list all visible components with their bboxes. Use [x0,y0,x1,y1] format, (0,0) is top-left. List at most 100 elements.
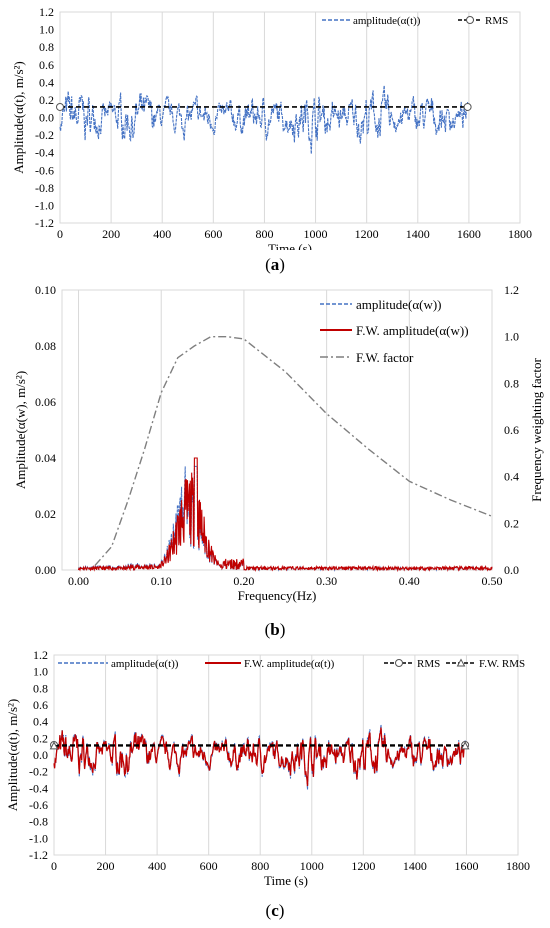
caption-a: (a) [265,255,285,274]
series-line [77,457,493,573]
legend-label: F.W. RMS [479,658,525,670]
y-tick-label: 1.0 [39,23,54,37]
y-tick-label: 0.8 [33,681,48,695]
caption-b: (b) [264,620,286,639]
y-tick-label: 0.04 [35,451,56,465]
series-line [59,85,469,154]
y-tick-label: -0.2 [29,765,48,779]
y-tick-label: -1.0 [29,831,48,845]
y-tick-label: 1.0 [33,665,48,679]
legend-label: F.W. factor [356,350,414,365]
y-tick-label: 0.10 [35,283,56,297]
x-tick-label: 400 [153,227,171,241]
x-tick-label: 0.00 [68,574,89,588]
rms-marker [56,102,64,111]
y-tick-label: 0.6 [39,58,54,72]
x-tick-label: 600 [204,227,222,241]
x-tick-label: 1600 [457,227,481,241]
rms-marker [49,741,59,750]
y-tick-label: 0.4 [39,75,54,89]
x-tick-label: 800 [255,227,273,241]
legend-label: RMS [485,15,508,27]
y-tick-label: -0.2 [35,128,54,142]
plot-frame [59,11,521,224]
caption-c: (c) [265,901,285,920]
x-tick-label: 600 [200,859,218,873]
y-tick-label: 1.2 [39,5,54,19]
y-tick-label: -1.0 [35,198,54,212]
y-tick-label: 0.06 [35,395,56,409]
chart-b: 0.00 0.02 0.04 0.06 0.08 0.10 0.0 0.2 0.4 0.6 0.8 1… [13,283,544,603]
x-tick-label: 400 [148,859,166,873]
series-line [53,727,466,787]
y-tick-label: -0.4 [29,781,48,795]
x-tick-label: 1000 [304,227,328,241]
y-axis-title: Amplitude(α(t), m/s²) [11,61,26,174]
legend-marker [466,16,474,24]
series-line [78,465,493,572]
x-tick-label: 200 [102,227,120,241]
legend-label: RMS [417,658,440,670]
y-tick-label: 0.0 [39,111,54,125]
x-tick-label: 1400 [406,227,430,241]
chart-a: -1.2 -1.0 -0.8 -0.6 -0.4 -0.2 0.0 0.2 0.4 0.6 0.8 1… [11,5,532,250]
x-tick-label: 800 [251,859,269,873]
y-tick-label: 0.4 [33,715,48,729]
x-tick-label: 1400 [403,859,427,873]
x-tick-label: 1800 [508,227,532,241]
y-tick-label: 1.2 [33,648,48,662]
fw-factor-line [94,336,493,566]
y-tick-label: 0.00 [35,563,56,577]
legend-label: amplitude(α(w)) [356,297,442,312]
chart-c: -1.2 -1.0 -0.8 -0.6 -0.4 -0.2 0.0 0.2 0.4 0.6 0.8 1… [5,648,530,888]
y-tick-label: -1.2 [35,216,54,230]
x-axis-title: Frequency(Hz) [238,588,317,603]
y-tick-label: 0.8 [39,40,54,54]
y2-tick-label: 1.2 [504,283,519,297]
y-tick-label: 0.02 [35,507,56,521]
x-tick-label: 1600 [454,859,478,873]
y2-tick-label: 0.2 [504,516,519,530]
legend-label: F.W. amplitude(α(w)) [356,323,469,338]
y-tick-label: 0.2 [39,93,54,107]
x-tick-label: 0 [57,227,63,241]
y-tick-label: -0.6 [35,163,54,177]
y-tick-label: 0.2 [33,731,48,745]
plot-frame [61,289,493,571]
y-tick-label: 0.08 [35,339,56,353]
y2-tick-label: 1.0 [504,330,519,344]
legend-marker [456,658,466,667]
y2-tick-label: 0.0 [504,563,519,577]
legend-label: amplitude(α(t)) [111,658,179,670]
y-tick-label: -0.6 [29,798,48,812]
plot-frame [53,654,519,856]
x-tick-label: 1200 [351,859,375,873]
y-tick-label: -0.4 [35,146,54,160]
legend-label: amplitude(α(t)) [353,15,421,27]
legend-label: F.W. amplitude(α(t)) [244,658,335,670]
x-tick-label: 1000 [300,859,324,873]
x-tick-label: 0.10 [151,574,172,588]
x-tick-label: 0.30 [316,574,337,588]
x-axis-title: Time (s) [264,873,308,888]
y-tick-label: -1.2 [29,848,48,862]
legend-marker [395,659,403,667]
x-tick-label: 200 [97,859,115,873]
y2-tick-label: 0.8 [504,376,519,390]
y-tick-label: -0.8 [29,815,48,829]
x-tick-label: 0.50 [482,574,503,588]
y-axis-title: Amplitude(α(t), m/s²) [5,699,20,812]
x-tick-label: 0.20 [233,574,254,588]
rms-marker [460,741,470,750]
y-tick-label: -0.8 [35,181,54,195]
y-tick-label: 0.0 [33,748,48,762]
x-axis-title: Time (s) [268,241,312,250]
y-axis-title: Amplitude(α(w), m/s²) [13,371,28,489]
x-tick-label: 0 [51,859,57,873]
y2-tick-label: 0.6 [504,423,519,437]
y2-axis-title: Frequency weighting factor [529,358,544,502]
y-tick-label: 0.6 [33,698,48,712]
x-tick-label: 1200 [355,227,379,241]
y2-tick-label: 0.4 [504,470,519,484]
rms-marker [463,102,472,111]
